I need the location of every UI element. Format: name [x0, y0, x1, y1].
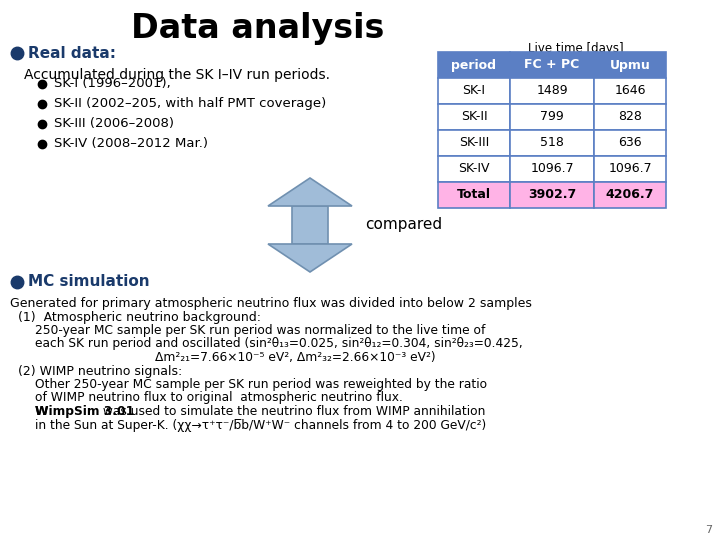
Text: FC + PC: FC + PC: [524, 58, 580, 71]
Text: 1096.7: 1096.7: [530, 163, 574, 176]
Bar: [292, 206, 328, 244]
Bar: [594, 104, 666, 130]
Text: 3902.7: 3902.7: [528, 188, 576, 201]
Text: 518: 518: [540, 137, 564, 150]
Bar: [438, 78, 510, 104]
Polygon shape: [268, 178, 352, 206]
Text: each SK run period and oscillated (sin²θ₁₃=0.025, sin²θ₁₂=0.304, sin²θ₂₃=0.425,: each SK run period and oscillated (sin²θ…: [35, 338, 523, 350]
Text: Other 250-year MC sample per SK run period was reweighted by the ratio: Other 250-year MC sample per SK run peri…: [35, 378, 487, 391]
Text: 799: 799: [540, 111, 564, 124]
Text: (2) WIMP neutrino signals:: (2) WIMP neutrino signals:: [18, 364, 182, 377]
Text: Generated for primary atmospheric neutrino flux was divided into below 2 samples: Generated for primary atmospheric neutri…: [10, 297, 532, 310]
Bar: [438, 130, 510, 156]
Bar: [510, 130, 594, 156]
Text: 250-year MC sample per SK run period was normalized to the live time of: 250-year MC sample per SK run period was…: [35, 324, 485, 337]
Text: WimpSim 3.01: WimpSim 3.01: [35, 405, 134, 418]
Text: Accumulated during the SK I–IV run periods.: Accumulated during the SK I–IV run perio…: [24, 68, 330, 82]
Text: in the Sun at Super-K. (χχ→τ⁺τ⁻/b̅b/W⁺W⁻ channels from 4 to 200 GeV/c²): in the Sun at Super-K. (χχ→τ⁺τ⁻/b̅b/W⁺W⁻…: [35, 418, 486, 431]
Polygon shape: [268, 244, 352, 272]
Text: Live time [days]: Live time [days]: [528, 42, 624, 55]
Text: 7: 7: [705, 525, 712, 535]
Text: Δm²₂₁=7.66×10⁻⁵ eV², Δm²₃₂=2.66×10⁻³ eV²): Δm²₂₁=7.66×10⁻⁵ eV², Δm²₃₂=2.66×10⁻³ eV²…: [155, 351, 436, 364]
Bar: [438, 182, 510, 208]
Text: 4206.7: 4206.7: [606, 188, 654, 201]
Bar: [438, 104, 510, 130]
Text: (1)  Atmospheric neutrino background:: (1) Atmospheric neutrino background:: [18, 310, 261, 323]
Text: Data analysis: Data analysis: [131, 12, 384, 45]
Bar: [438, 156, 510, 182]
Text: MC simulation: MC simulation: [28, 274, 150, 289]
Text: 1096.7: 1096.7: [608, 163, 652, 176]
Bar: [510, 104, 594, 130]
Text: 636: 636: [618, 137, 642, 150]
Text: Upmu: Upmu: [610, 58, 650, 71]
Text: SK-II: SK-II: [461, 111, 487, 124]
Text: SK-IV: SK-IV: [458, 163, 490, 176]
Bar: [510, 78, 594, 104]
Text: SK-I: SK-I: [462, 84, 485, 98]
Bar: [594, 156, 666, 182]
Bar: [594, 130, 666, 156]
Text: SK-II (2002–205, with half PMT coverage): SK-II (2002–205, with half PMT coverage): [54, 98, 326, 111]
Bar: [510, 156, 594, 182]
Text: W: W: [35, 405, 48, 418]
Text: was used to simulate the neutrino flux from WIMP annihilation: was used to simulate the neutrino flux f…: [99, 405, 485, 418]
Bar: [594, 182, 666, 208]
Bar: [594, 78, 666, 104]
Text: 828: 828: [618, 111, 642, 124]
Text: period: period: [451, 58, 497, 71]
Text: 1646: 1646: [614, 84, 646, 98]
Bar: [594, 52, 666, 78]
Text: SK-III: SK-III: [459, 137, 489, 150]
Text: 1489: 1489: [536, 84, 568, 98]
Text: SK-I (1996–2001),: SK-I (1996–2001),: [54, 78, 171, 91]
Bar: [510, 182, 594, 208]
Bar: [438, 52, 510, 78]
Text: compared: compared: [365, 218, 442, 233]
Text: of WIMP neutrino flux to original  atmospheric neutrino flux.: of WIMP neutrino flux to original atmosp…: [35, 392, 403, 404]
Text: Real data:: Real data:: [28, 45, 116, 60]
Text: SK-IV (2008–2012 Mar.): SK-IV (2008–2012 Mar.): [54, 138, 208, 151]
Bar: [510, 52, 594, 78]
Text: SK-III (2006–2008): SK-III (2006–2008): [54, 118, 174, 131]
Text: Total: Total: [457, 188, 491, 201]
